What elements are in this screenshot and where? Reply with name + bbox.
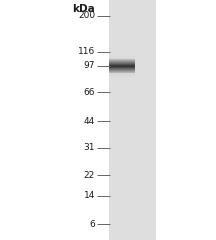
Text: 6: 6 [89,220,95,229]
Text: 14: 14 [84,191,95,200]
Text: 31: 31 [84,143,95,152]
Text: 116: 116 [78,47,95,56]
Text: 200: 200 [78,11,95,20]
Text: 97: 97 [84,61,95,71]
Text: 66: 66 [84,88,95,97]
Text: 44: 44 [84,117,95,126]
Text: kDa: kDa [72,4,95,14]
Text: 22: 22 [84,171,95,180]
